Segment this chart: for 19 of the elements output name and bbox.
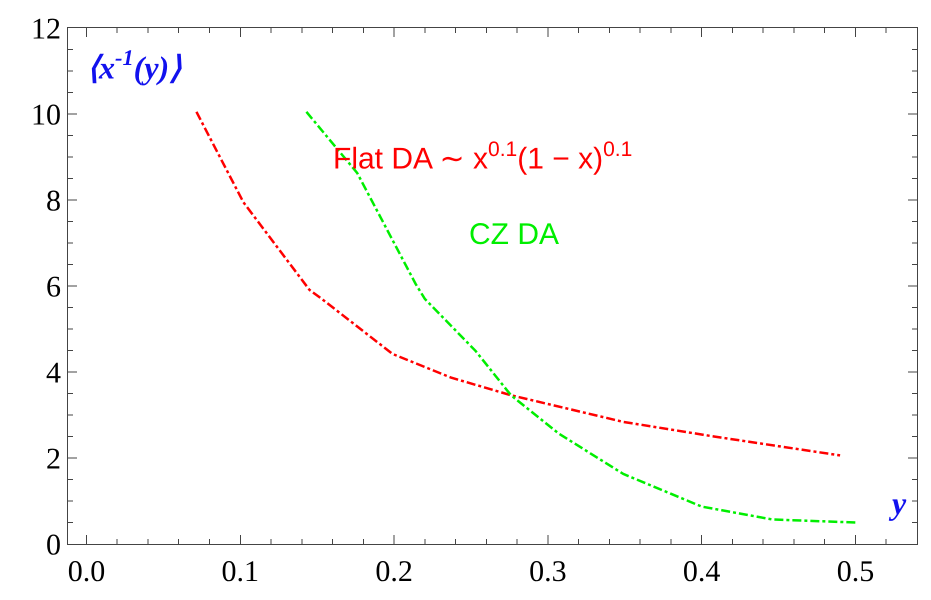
text: CZ DA — [469, 218, 559, 251]
x-tick-label: 0.2 — [375, 555, 413, 588]
x-tick-label: 0.5 — [836, 555, 874, 588]
line-series — [195, 110, 842, 457]
x-tick-label: 0.4 — [682, 555, 720, 588]
y-tick-label: 0 — [46, 528, 61, 562]
y-tick-label: 10 — [31, 98, 61, 132]
line-series — [305, 110, 857, 524]
y-axis-title: ⟨x$^{-1}$(y)⟩ — [87, 45, 182, 86]
x-tick-label: 0.3 — [529, 555, 567, 588]
x-tick-label: 0.1 — [222, 555, 260, 588]
text: Flat DA ∼ x$^{0.1}$(1 − x)$^{0.1}$ — [333, 138, 632, 176]
y-tick-label: 8 — [46, 184, 61, 218]
y-tick-label: 6 — [46, 270, 61, 304]
y-tick-label: 2 — [46, 442, 61, 476]
x-tick-label: 0.0 — [68, 555, 106, 588]
y-tick-label: 4 — [46, 356, 61, 390]
y-tick-label: 12 — [31, 12, 61, 46]
x-axis-title: y — [888, 485, 907, 521]
